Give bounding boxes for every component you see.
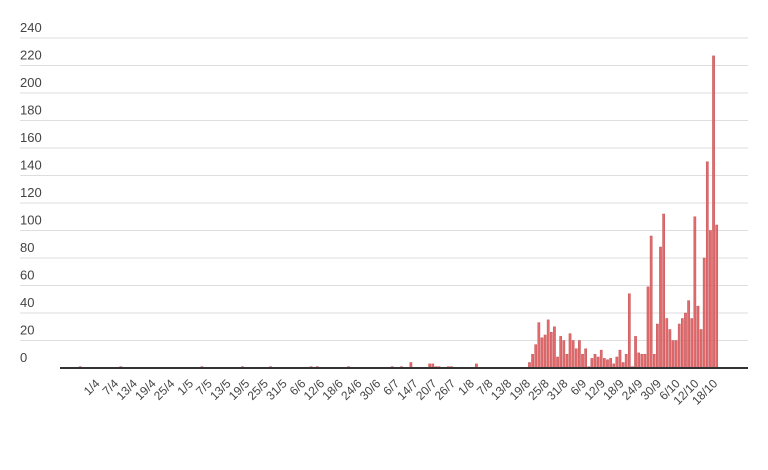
bar — [699, 329, 703, 369]
bar — [687, 300, 690, 369]
y-tick-label: 220 — [20, 48, 42, 63]
bar — [603, 358, 606, 369]
bar — [568, 333, 572, 369]
bar — [531, 354, 534, 369]
bar — [643, 354, 647, 369]
bar — [637, 352, 641, 369]
bar — [534, 344, 538, 369]
bar — [671, 340, 675, 369]
bar — [571, 340, 575, 369]
bar — [634, 336, 637, 369]
y-tick-label: 240 — [20, 20, 42, 35]
y-tick-label: 40 — [20, 295, 34, 310]
bar — [549, 332, 553, 369]
bar — [593, 354, 597, 369]
bar — [624, 354, 628, 369]
bar — [584, 348, 587, 369]
y-tick-label: 160 — [20, 130, 42, 145]
x-tick-label: 31/5 — [263, 376, 290, 403]
bar — [646, 286, 650, 369]
y-tick-label: 80 — [20, 240, 34, 255]
y-tick-label: 100 — [20, 213, 42, 228]
y-tick-label: 0 — [20, 350, 27, 365]
bar — [715, 224, 719, 369]
x-tick-label: 30/6 — [357, 376, 384, 403]
bar — [556, 356, 559, 369]
bar — [690, 318, 694, 369]
bar — [578, 340, 581, 369]
bar — [574, 348, 578, 369]
bar — [656, 323, 659, 369]
bar — [652, 354, 656, 369]
bar — [553, 326, 556, 369]
bar — [606, 359, 609, 369]
bar — [596, 356, 600, 369]
y-tick-label: 200 — [20, 75, 42, 90]
bar — [615, 356, 619, 369]
bar — [649, 235, 653, 369]
bar — [662, 213, 665, 369]
bar — [684, 312, 687, 369]
bar — [668, 329, 672, 369]
y-axis-tick-labels: 0 20 40 60 80 100 120 140 160 180 200 220 240 — [20, 20, 42, 365]
bar — [581, 354, 584, 369]
bar — [696, 305, 700, 369]
bar — [702, 257, 706, 369]
bar — [709, 230, 712, 369]
bar — [677, 323, 681, 369]
x-tick-label: 25/4 — [151, 376, 178, 403]
bar — [627, 293, 631, 369]
bar — [681, 318, 684, 369]
bar — [618, 349, 622, 369]
bar — [659, 246, 662, 369]
y-tick-label: 60 — [20, 268, 34, 283]
bars — [78, 55, 719, 369]
bar — [599, 349, 603, 369]
bar — [705, 161, 709, 369]
bar — [562, 340, 566, 369]
y-tick-label: 180 — [20, 103, 42, 118]
bar — [565, 354, 569, 369]
y-tick-label: 20 — [20, 323, 34, 338]
x-tick-label: 31/8 — [544, 376, 571, 403]
bar — [712, 55, 715, 369]
y-tick-label: 120 — [20, 185, 42, 200]
bar — [540, 337, 544, 369]
x-axis-tick-labels: 1/47/413/419/425/41/57/513/519/525/531/5… — [81, 376, 721, 407]
y-tick-label: 140 — [20, 158, 42, 173]
bar — [590, 358, 594, 369]
bar — [537, 322, 541, 369]
bar — [640, 354, 644, 369]
bar — [609, 358, 612, 369]
bar — [543, 334, 547, 369]
bar — [693, 216, 697, 369]
x-tick-label: 26/7 — [432, 376, 459, 403]
bar — [665, 318, 669, 369]
gridlines — [20, 37, 748, 341]
bar — [674, 340, 678, 369]
bar — [559, 336, 563, 369]
bar — [546, 319, 550, 369]
